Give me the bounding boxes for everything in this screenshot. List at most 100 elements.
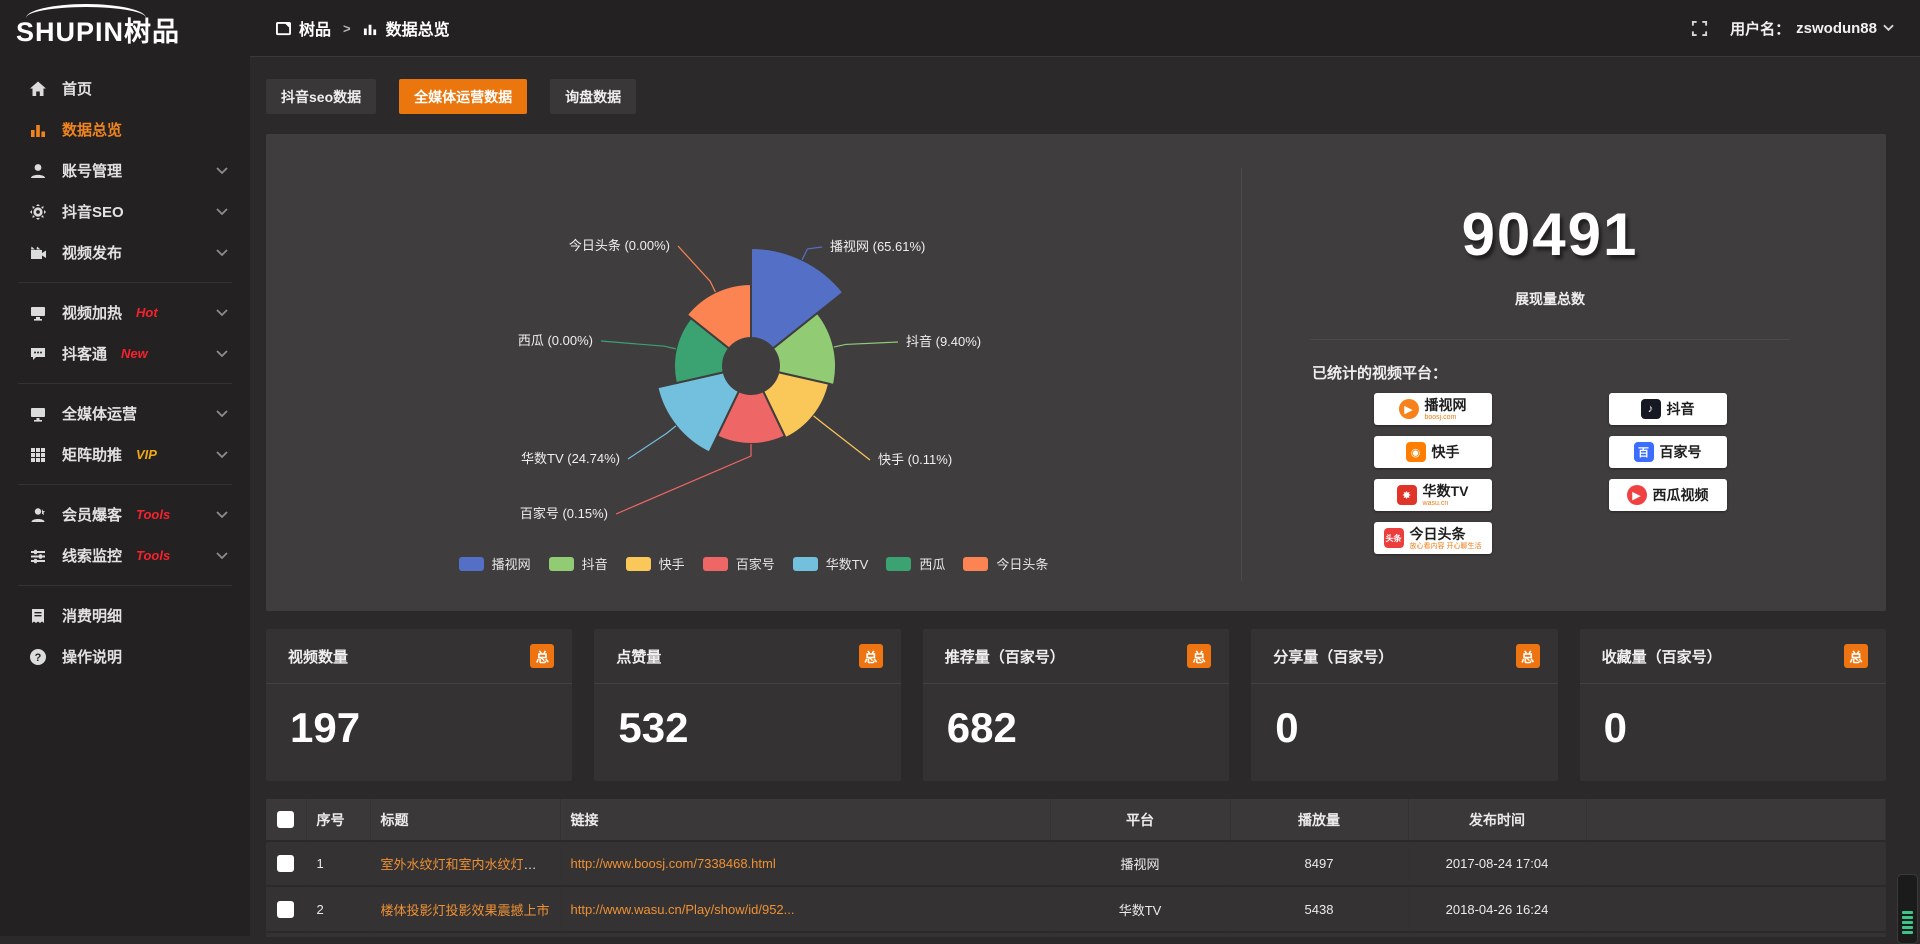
table-row: 2 楼体投影灯投影效果震撼上市 http://www.wasu.cn/Play/sh… bbox=[266, 886, 1886, 931]
label-line-西瓜 bbox=[600, 340, 677, 350]
pie-label-播视网: 播视网 (65.61%) bbox=[830, 239, 925, 254]
sidebar-divider bbox=[18, 585, 232, 586]
select-all-checkbox[interactable] bbox=[277, 811, 295, 828]
tab-询盘数据[interactable]: 询盘数据 bbox=[550, 79, 637, 114]
stat-card-title: 收藏量（百家号） bbox=[1601, 648, 1722, 666]
sidebar-divider bbox=[18, 383, 232, 384]
legend-swatch bbox=[458, 556, 484, 571]
sidebar-item-视频加热[interactable]: 视频加热 Hot bbox=[0, 292, 250, 333]
pie-label-华数TV: 华数TV (24.74%) bbox=[521, 451, 620, 466]
legend-item-快手[interactable]: 快手 bbox=[625, 554, 685, 573]
西瓜视频-logo-icon: ▶ bbox=[1626, 485, 1647, 505]
customer-service-widget[interactable] bbox=[1897, 874, 1918, 944]
total-badge[interactable]: 总 bbox=[1187, 644, 1212, 668]
sidebar-item-label: 操作说明 bbox=[62, 649, 123, 666]
快手-logo-icon: ◉ bbox=[1405, 442, 1426, 462]
stat-card-header: 分享量（百家号） 总 bbox=[1251, 629, 1558, 684]
pie-slice-百家号[interactable] bbox=[715, 389, 787, 445]
video-url-link[interactable]: http://www.boosj.com/7338468.html bbox=[570, 856, 776, 871]
main-area: 树品 > 数据总览 用户名： zswodun88 bbox=[250, 0, 1920, 937]
video-title-link[interactable]: 室外水纹灯和室内水纹灯的区别和简介 bbox=[380, 857, 560, 872]
col-time: 发布时间 bbox=[1408, 799, 1587, 841]
fullscreen-icon[interactable] bbox=[1691, 20, 1708, 37]
row-checkbox[interactable] bbox=[277, 900, 295, 918]
stat-card-点赞量: 点赞量 总 532 bbox=[594, 629, 901, 781]
breadcrumb-root[interactable]: 树品 bbox=[299, 22, 332, 39]
platform-badge-百家号[interactable]: 百百家号 bbox=[1608, 436, 1727, 468]
impressions-total-label: 展现量总数 bbox=[1515, 291, 1585, 307]
chart-legend: 播视网 抖音 快手 百家号 华数TV 西瓜 今日头条 bbox=[266, 554, 1241, 573]
legend-item-华数TV[interactable]: 华数TV bbox=[792, 554, 868, 573]
video-title-link[interactable]: 楼体投影灯投影效果震撼上市 bbox=[380, 902, 550, 918]
cell-platform: 华数TV bbox=[1050, 886, 1231, 931]
sidebar-item-label: 首页 bbox=[62, 81, 93, 98]
sidebar-item-抖音SEO[interactable]: 抖音SEO bbox=[0, 191, 250, 232]
sidebar-item-线索监控[interactable]: 线索监控 Tools bbox=[0, 535, 250, 576]
chevron-down-icon bbox=[216, 551, 228, 560]
platform-badge-西瓜视频[interactable]: ▶ 西瓜视频 bbox=[1608, 479, 1727, 511]
pie-slice-今日头条[interactable] bbox=[685, 282, 752, 350]
sidebar-item-视频发布[interactable]: 视频发布 bbox=[0, 232, 250, 273]
sidebar-item-label: 线索监控 bbox=[62, 548, 123, 565]
sidebar-item-label: 账号管理 bbox=[62, 163, 123, 180]
tab-全媒体运营数据[interactable]: 全媒体运营数据 bbox=[399, 79, 528, 114]
total-badge[interactable]: 总 bbox=[1515, 644, 1540, 668]
user-menu[interactable]: 用户名： zswodun88 bbox=[1730, 18, 1894, 39]
platform-badge-sub: wasu.cn bbox=[1422, 499, 1449, 507]
sidebar-item-矩阵助推[interactable]: 矩阵助推 VIP bbox=[0, 434, 250, 475]
label-line-今日头条 bbox=[677, 245, 716, 293]
row-checkbox[interactable] bbox=[277, 855, 295, 872]
sidebar-item-数据总览[interactable]: 数据总览 bbox=[0, 109, 250, 150]
sidebar-item-全媒体运营[interactable]: 全媒体运营 bbox=[0, 393, 250, 434]
total-badge[interactable]: 总 bbox=[1843, 644, 1868, 668]
legend-item-抖音[interactable]: 抖音 bbox=[548, 554, 608, 573]
legend-item-百家号[interactable]: 百家号 bbox=[702, 554, 775, 573]
legend-item-播视网[interactable]: 播视网 bbox=[458, 554, 531, 573]
platform-badge-抖音[interactable]: ♪ 抖音 bbox=[1608, 393, 1727, 425]
sidebar-item-抖客通[interactable]: 抖客通 New bbox=[0, 333, 250, 374]
pie-slice-西瓜[interactable] bbox=[673, 316, 731, 385]
rose-chart: 播视网 (65.61%) 抖音 (9.40%) 快手 (0.11%) 百家号 (0.1… bbox=[266, 134, 1241, 611]
platform-badge-今日头条[interactable]: 头条 今日头条 放心看内容 开心聊生活 bbox=[1373, 522, 1492, 554]
sidebar-divider bbox=[18, 484, 232, 485]
brand-logo: SHUPIN树品 bbox=[0, 0, 250, 58]
logo-text: SHUPIN树品 bbox=[16, 16, 181, 47]
sidebar-item-账号管理[interactable]: 账号管理 bbox=[0, 150, 250, 191]
pie-slice-抖音[interactable] bbox=[771, 311, 837, 387]
sidebar-item-label: 视频发布 bbox=[62, 245, 123, 262]
video-url-link[interactable]: http://www.wasu.cn/Play/show/id/952... bbox=[570, 901, 795, 917]
grid-icon bbox=[28, 445, 48, 465]
user-icon bbox=[28, 161, 48, 181]
platform-badge-label: 播视网 bbox=[1424, 396, 1467, 413]
legend-item-西瓜[interactable]: 西瓜 bbox=[886, 554, 945, 573]
rose-chart-svg[interactable]: 播视网 (65.61%) 抖音 (9.40%) 快手 (0.11%) 百家号 (0.1… bbox=[266, 134, 1241, 611]
sidebar-item-操作说明[interactable]: ? 操作说明 bbox=[0, 636, 250, 677]
widget-bar bbox=[1902, 921, 1913, 924]
sidebar-item-label: 消费明细 bbox=[62, 608, 123, 625]
sidebar-item-label: 抖音SEO bbox=[62, 204, 124, 221]
total-badge[interactable]: 总 bbox=[530, 644, 555, 668]
content: 抖音seo数据 全媒体运营数据 询盘数据 播视网 (65.61%) 抖音 (9.40%… bbox=[250, 57, 1920, 937]
col-extra bbox=[1586, 799, 1886, 841]
total-badge[interactable]: 总 bbox=[858, 644, 883, 668]
pie-slice-快手[interactable] bbox=[761, 371, 831, 440]
sidebar-item-会员爆客[interactable]: 会员爆客 Tools bbox=[0, 494, 250, 535]
cell-index: 2 bbox=[306, 886, 371, 931]
抖音-logo-icon: ♪ bbox=[1640, 399, 1661, 419]
chevron-down-icon bbox=[216, 510, 228, 519]
sidebar-item-消费明细[interactable]: 消费明细 bbox=[0, 595, 250, 636]
legend-label: 百家号 bbox=[735, 557, 775, 572]
platform-badge-label: 快手 bbox=[1431, 444, 1460, 460]
sliders-icon bbox=[28, 546, 48, 566]
pie-slice-播视网[interactable] bbox=[750, 246, 845, 350]
platform-badge-播视网[interactable]: ▶ 播视网 boosj.com bbox=[1373, 393, 1492, 425]
platform-badge-华数TV[interactable]: ✸ 华数TV wasu.cn bbox=[1373, 479, 1492, 511]
legend-item-今日头条[interactable]: 今日头条 bbox=[963, 554, 1048, 573]
pie-slice-华数TV[interactable] bbox=[656, 371, 741, 454]
sidebar-item-首页[interactable]: 首页 bbox=[0, 68, 250, 109]
svg-text:?: ? bbox=[35, 652, 42, 664]
platform-badge-快手[interactable]: ◉ 快手 bbox=[1373, 436, 1492, 468]
logo-arc-decoration bbox=[26, 4, 146, 18]
tab-抖音seo数据[interactable]: 抖音seo数据 bbox=[266, 79, 377, 114]
